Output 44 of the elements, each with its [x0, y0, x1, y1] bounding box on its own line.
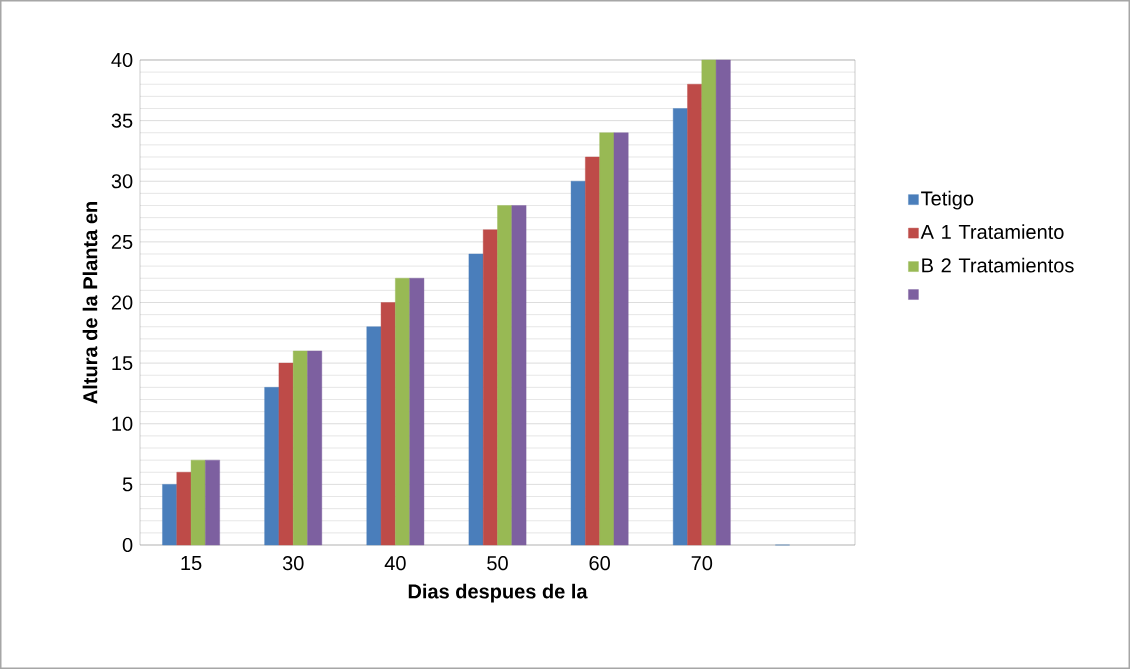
bar [395, 278, 410, 546]
x-tick-label: 30 [282, 556, 304, 571]
bar [687, 84, 702, 546]
legend-label: B 2 Tratamientos [922, 257, 1074, 273]
bar [162, 484, 177, 546]
legend-label: Tetigo [921, 190, 974, 210]
bar [715, 59, 731, 546]
bar [613, 132, 629, 546]
bar [264, 387, 280, 546]
x-tick-label: 70 [691, 556, 713, 571]
y-tick-label: 5 [122, 477, 133, 492]
x-tick-label: 15 [181, 556, 202, 571]
y-tick-label: 15 [112, 356, 133, 371]
bar [366, 326, 382, 546]
y-tick-label: 20 [111, 295, 133, 310]
bar [190, 459, 206, 546]
bar [307, 350, 323, 546]
bar [483, 229, 498, 546]
bar [511, 205, 527, 546]
bar [176, 472, 192, 546]
bar [672, 108, 688, 546]
y-tick-label: 30 [111, 174, 133, 189]
bar [585, 156, 600, 546]
bar [278, 362, 294, 546]
bar [409, 278, 425, 546]
x-tick-label: 50 [487, 556, 508, 571]
x-axis-title: Dias despues de la [408, 583, 588, 603]
bar [468, 253, 484, 546]
x-tick-label: 40 [384, 556, 406, 571]
bar [701, 59, 717, 546]
bar [570, 181, 586, 546]
y-tick-label: 40 [111, 52, 133, 68]
bar [205, 459, 220, 546]
y-tick-label: 10 [112, 416, 133, 431]
y-tick-label: 25 [111, 234, 133, 249]
y-tick-label: 0 [122, 537, 133, 553]
bar [599, 132, 615, 546]
x-tick-label: 60 [589, 556, 610, 571]
bar [497, 205, 512, 546]
bar [293, 350, 308, 546]
y-axis-title: Altura de la Planta en [82, 202, 98, 404]
y-tick-label: 35 [111, 113, 133, 128]
legend-label: A 1 Tratamiento [920, 224, 1064, 240]
bar [380, 302, 396, 546]
